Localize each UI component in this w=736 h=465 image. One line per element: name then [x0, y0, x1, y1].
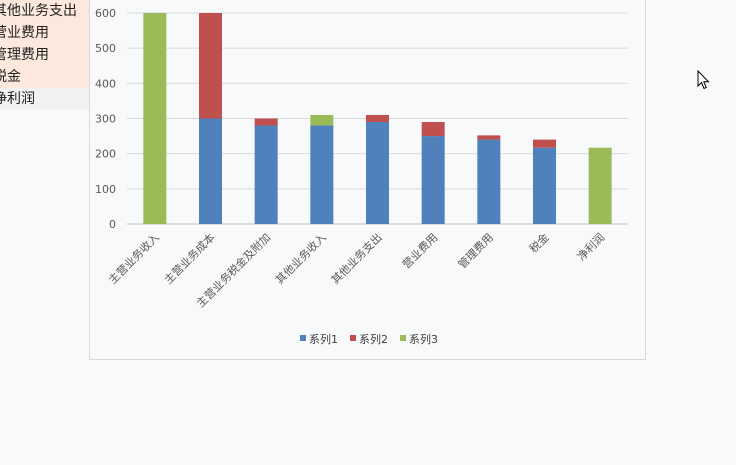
- bar-segment: [588, 147, 612, 224]
- cell-text: 税金: [0, 69, 21, 85]
- cell-row-3[interactable]: 管理费用: [0, 44, 90, 66]
- bar-segment: [477, 135, 501, 140]
- cell-row-5[interactable]: 净利润: [0, 88, 90, 110]
- y-tick-label: 300: [95, 113, 116, 126]
- x-tick-label: 营业费用: [399, 230, 440, 271]
- bar-segment: [477, 139, 501, 224]
- legend-swatch: [350, 335, 356, 341]
- x-tick-label: 净利润: [574, 230, 607, 263]
- mouse-cursor-icon: [697, 70, 710, 90]
- bar-segment: [310, 125, 334, 224]
- cell-row-4[interactable]: 税金: [0, 66, 90, 88]
- x-tick-label: 其他业务支出: [328, 230, 385, 287]
- legend-label: 系列1: [309, 332, 338, 346]
- cell-text: 净利润: [0, 91, 35, 107]
- cell-text: 管理费用: [0, 47, 49, 63]
- cell-row-1[interactable]: 其他业务支出: [0, 0, 90, 22]
- x-tick-label: 其他业务收入: [272, 230, 329, 287]
- legend-label: 系列2: [359, 332, 388, 346]
- legend-swatch: [300, 335, 306, 341]
- y-tick-label: 400: [95, 77, 116, 90]
- bar-segment: [199, 118, 222, 224]
- x-tick-label: 税金: [526, 230, 551, 255]
- legend-label: 系列3: [409, 332, 438, 346]
- y-tick-label: 200: [95, 148, 116, 161]
- x-tick-label: 管理费用: [455, 230, 496, 271]
- legend-swatch: [400, 335, 406, 341]
- bar-segment: [310, 114, 334, 126]
- cell-text: 其他业务支出: [0, 3, 77, 19]
- y-tick-label: 500: [95, 42, 116, 55]
- bar-segment: [421, 122, 445, 137]
- bar-segment: [199, 13, 222, 119]
- bar-segment: [366, 114, 389, 123]
- y-tick-label: 600: [95, 7, 116, 20]
- bar-segment: [143, 13, 167, 224]
- cell-text: 营业费用: [0, 25, 49, 41]
- spreadsheet-cells: 其他业务支出 营业费用 管理费用 税金 净利润: [0, 0, 90, 110]
- bar-segment: [366, 122, 389, 224]
- bar-segment: [533, 147, 556, 224]
- cell-row-2[interactable]: 营业费用: [0, 22, 90, 44]
- x-tick-label: 主营业务成本: [161, 230, 218, 287]
- y-tick-label: 100: [95, 183, 116, 196]
- x-tick-label: 主营业务收入: [105, 230, 162, 287]
- y-tick-label: 0: [109, 218, 116, 231]
- bar-segment: [254, 118, 278, 126]
- bar-segment: [254, 125, 278, 224]
- bar-segment: [421, 136, 445, 224]
- bar-segment: [533, 139, 556, 148]
